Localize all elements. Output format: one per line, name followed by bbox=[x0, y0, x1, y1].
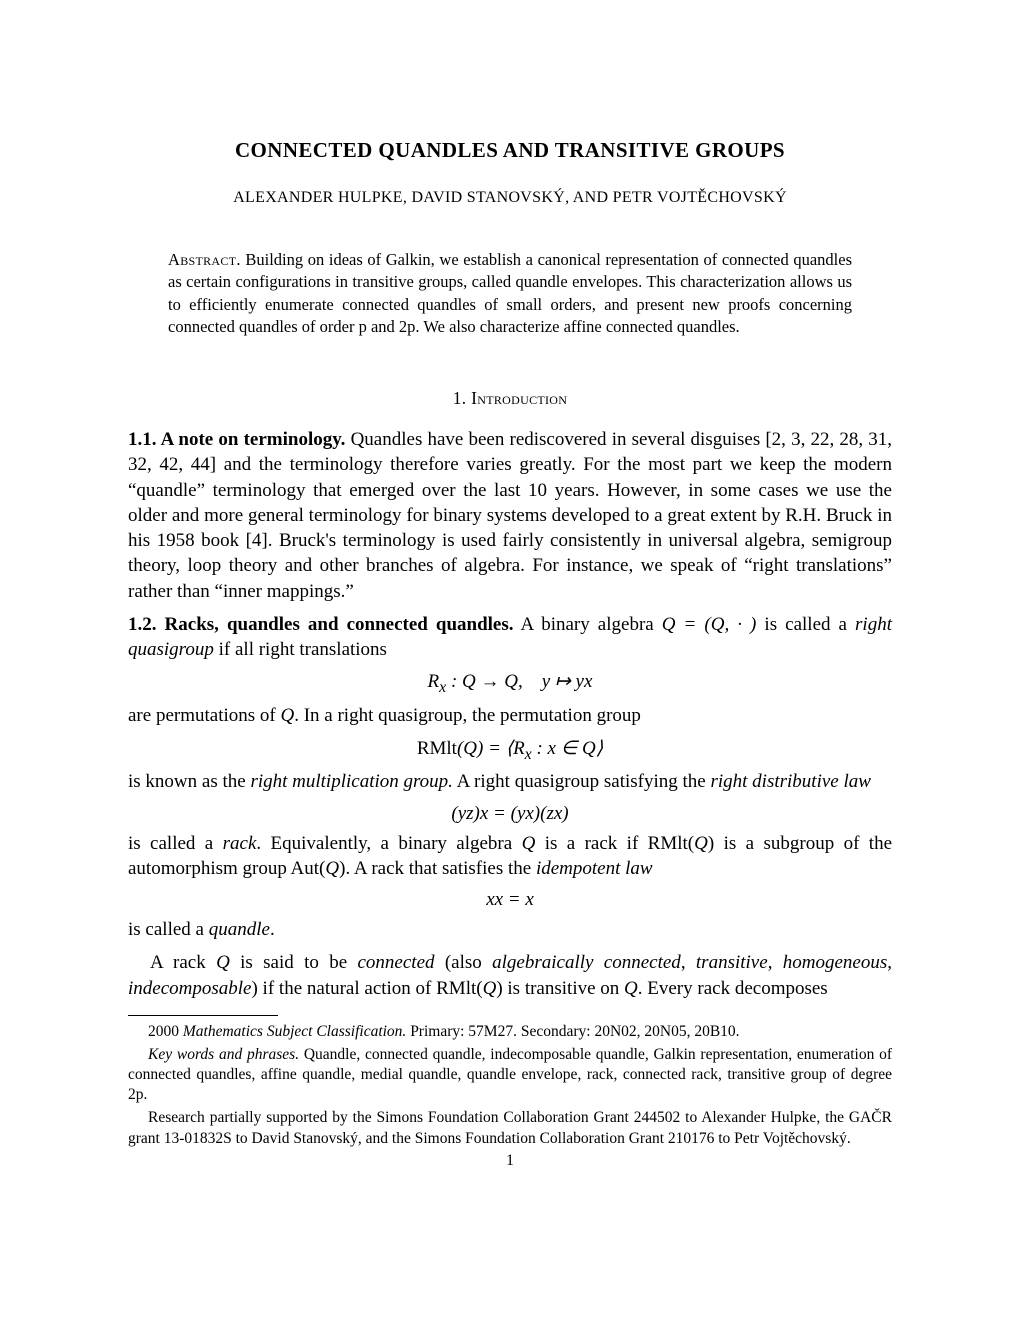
para-text: . bbox=[270, 919, 275, 940]
para-text: . Every rack decomposes bbox=[638, 978, 828, 999]
subsection-1-1: 1.1. A note on terminology. Quandles hav… bbox=[128, 427, 892, 604]
abstract-label: Abstract. bbox=[168, 250, 241, 269]
inline-math: Q bbox=[694, 833, 708, 854]
term-homogeneous: homogeneous bbox=[783, 952, 887, 973]
equation-idempotent: xx = x bbox=[128, 889, 892, 911]
para-text: is said to be bbox=[230, 952, 358, 973]
para-connected-rack: A rack Q is said to be connected (also a… bbox=[128, 950, 892, 1001]
para-text: , bbox=[681, 952, 696, 973]
para-text: is called a bbox=[128, 833, 223, 854]
footnote-funding: Research partially supported by the Simo… bbox=[128, 1108, 892, 1148]
para-text: is a rack if RMlt( bbox=[535, 833, 694, 854]
term-right-dist-law: right distributive law bbox=[710, 771, 870, 792]
para-text: , bbox=[887, 952, 892, 973]
subsection-1-2-para-1: 1.2. Racks, quandles and connected quand… bbox=[128, 612, 892, 663]
equation-distributive: (yz)x = (yx)(zx) bbox=[128, 803, 892, 825]
inline-math: Q bbox=[522, 833, 536, 854]
abstract-block: Abstract. Building on ideas of Galkin, w… bbox=[168, 249, 852, 338]
math-expr: (yz)x = (yx)(zx) bbox=[451, 803, 568, 824]
para-quandle-def: is called a quandle. bbox=[128, 917, 892, 942]
footnote-keywords: Key words and phrases. Quandle, connecte… bbox=[128, 1045, 892, 1105]
subsection-1-1-label: 1.1. A note on terminology. bbox=[128, 429, 345, 450]
paper-title: CONNECTED QUANDLES AND TRANSITIVE GROUPS bbox=[128, 138, 892, 163]
term-quandle: quandle bbox=[209, 919, 270, 940]
para-text: if all right translations bbox=[214, 639, 387, 660]
para-text: ) if the natural action of RMlt( bbox=[251, 978, 482, 999]
para-text: ) is transitive on bbox=[496, 978, 624, 999]
term-idempotent-law: idempotent law bbox=[536, 858, 653, 879]
term-connected: connected bbox=[358, 952, 435, 973]
authors-line: ALEXANDER HULPKE, DAVID STANOVSKÝ, AND P… bbox=[128, 189, 892, 207]
inline-math: Q bbox=[216, 952, 230, 973]
para-text: A binary algebra bbox=[514, 614, 662, 635]
subsection-1-2-label: 1.2. Racks, quandles and connected quand… bbox=[128, 614, 514, 635]
term-rack: rack bbox=[223, 833, 257, 854]
math-sym: R bbox=[428, 671, 440, 692]
subsection-1-1-text: Quandles have been rediscovered in sever… bbox=[128, 429, 892, 602]
term-right-mult-group: right multiplication group. bbox=[250, 771, 453, 792]
math-expr: : x ∈ Q⟩ bbox=[532, 738, 603, 759]
term-transitive: transitive bbox=[696, 952, 768, 973]
para-text: , bbox=[768, 952, 783, 973]
equation-rmlt: RMlt(Q) = ⟨Rx : x ∈ Q⟩ bbox=[128, 737, 892, 764]
footnote-label: Key words and phrases. bbox=[148, 1046, 299, 1063]
page-number: 1 bbox=[128, 1152, 892, 1170]
para-permutations: are permutations of Q. In a right quasig… bbox=[128, 703, 892, 728]
para-text: is called a bbox=[756, 614, 855, 635]
math-expr: : Q → Q, y ↦ yx bbox=[446, 671, 592, 692]
footnote-text: Primary: 57M27. Secondary: 20N02, 20N05,… bbox=[406, 1023, 739, 1040]
term-algebraically-connected: algebraically connected bbox=[492, 952, 681, 973]
footnote-msc: 2000 Mathematics Subject Classification.… bbox=[128, 1022, 892, 1042]
inline-math: Q bbox=[280, 705, 294, 726]
para-text: A rack bbox=[150, 952, 216, 973]
para-text: is known as the bbox=[128, 771, 250, 792]
para-text: ). A rack that satisfies the bbox=[339, 858, 536, 879]
para-text: . In a right quasigroup, the permutation… bbox=[294, 705, 641, 726]
section-1-heading: 1. Introduction bbox=[128, 388, 892, 409]
para-text: is called a bbox=[128, 919, 209, 940]
footnote-rule bbox=[128, 1015, 278, 1016]
para-text: A right quasigroup satisfying the bbox=[453, 771, 711, 792]
equation-rx-map: Rx : Q → Q, y ↦ yx bbox=[128, 670, 892, 697]
math-operator: RMlt bbox=[417, 738, 457, 759]
footnote-text: 2000 bbox=[148, 1023, 183, 1040]
page: CONNECTED QUANDLES AND TRANSITIVE GROUPS… bbox=[0, 0, 1020, 1320]
para-rack-def: is called a rack. Equivalently, a binary… bbox=[128, 831, 892, 882]
math-expr: xx = x bbox=[486, 889, 534, 910]
math-subscript: x bbox=[525, 745, 532, 762]
para-text: are permutations of bbox=[128, 705, 280, 726]
inline-math: Q bbox=[325, 858, 339, 879]
inline-math: Q bbox=[624, 978, 638, 999]
math-expr: (Q) = ⟨R bbox=[457, 738, 525, 759]
footnote-label: Mathematics Subject Classification. bbox=[183, 1023, 406, 1040]
term-indecomposable: indecomposable bbox=[128, 978, 251, 999]
inline-math: Q bbox=[483, 978, 497, 999]
para-text: (also bbox=[435, 952, 493, 973]
inline-math: Q = (Q, · ) bbox=[662, 614, 757, 635]
abstract-text: Building on ideas of Galkin, we establis… bbox=[168, 250, 852, 336]
para-text: . Equivalently, a binary algebra bbox=[256, 833, 521, 854]
para-rmlt-known: is known as the right multiplication gro… bbox=[128, 769, 892, 794]
